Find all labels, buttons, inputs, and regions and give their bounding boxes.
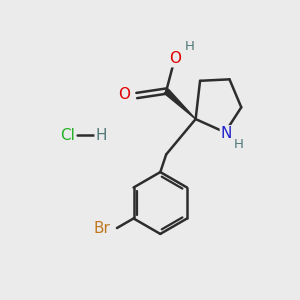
Text: O: O [118, 87, 130, 102]
Text: Br: Br [94, 220, 110, 236]
Text: O: O [169, 51, 181, 66]
Polygon shape [164, 89, 196, 119]
Text: H: H [96, 128, 107, 143]
Text: H: H [185, 40, 195, 53]
Text: N: N [221, 126, 232, 141]
Text: Cl: Cl [60, 128, 75, 143]
Text: H: H [233, 138, 243, 151]
